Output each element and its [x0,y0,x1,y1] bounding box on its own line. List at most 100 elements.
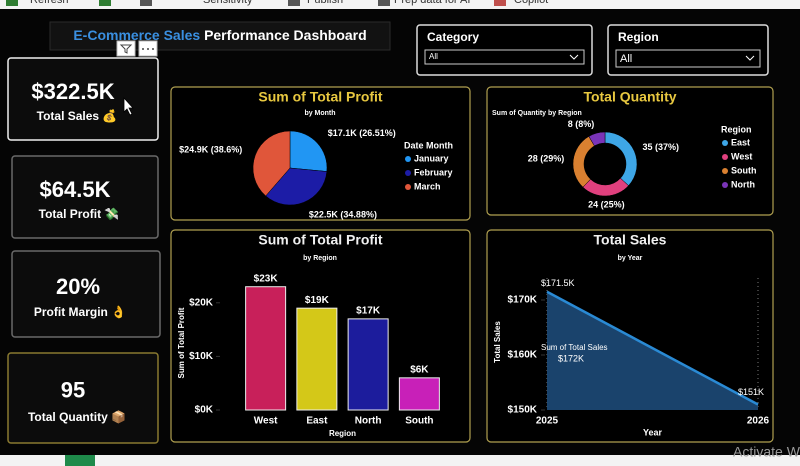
y-tick-label: $10K [189,351,214,362]
y-tick-label: $160K [508,350,538,361]
slice-label: $17.1K (26.51%) [328,128,396,138]
x-tick-label: South [405,416,433,427]
kpi-card [7,352,159,444]
legend-label: West [731,151,752,161]
kpi-value: 20% [56,274,100,299]
kpi-value: 95 [61,378,85,403]
slice-label: 28 (29%) [528,154,565,164]
more-dot [152,48,154,50]
toolbar-icon [378,0,390,6]
toolbar-item: Copilot [514,0,548,6]
legend-swatch [722,168,728,174]
value-label: $17K [356,306,381,317]
kpi-label: Total Profit 💸 [39,207,120,221]
slice-label: $24.9K (38.6%) [179,145,242,155]
x-tick-label: West [254,416,278,427]
sheet-tab [65,455,95,466]
kpi-label: Total Quantity 📦 [28,410,126,424]
bar [398,377,440,411]
taskbar [0,455,800,466]
kpi-card [7,57,159,141]
title-rest: Performance Dashboard [204,27,367,43]
value-label: $19K [305,295,330,306]
slice-label: 24 (25%) [588,199,625,209]
legend-label: North [731,179,755,189]
cursor [123,96,134,116]
slice-label: 35 (37%) [643,142,680,152]
slice-label: $22.5K (34.88%) [309,210,377,220]
value-label: $6K [410,364,429,375]
filter-label: Category [427,30,479,44]
legend-swatch [722,182,728,188]
chart-title: Sum of Total Profit [258,232,383,248]
dropdown-arrow [569,54,579,60]
chart-subtitle: by Year [618,255,643,262]
x-tick-label: North [355,416,382,427]
filter-dropdown[interactable] [424,49,585,65]
toolbar-icon [494,0,506,6]
bar [347,318,389,411]
slice-label: 8 (8%) [568,119,595,129]
title-box [49,21,391,51]
dropdown-arrow [745,55,755,61]
value-label: $23K [254,273,279,284]
chart-subtitle: by Region [303,255,337,262]
chart-title: Sum of Total Profit [258,89,383,105]
value-label: $171.5K [541,278,575,288]
toolbar-icon [99,0,111,6]
chart-subtitle: Sum of Quantity by Region [492,110,582,117]
kpi-label: Total Sales 💰 [37,109,118,123]
slice [265,167,328,206]
legend-label: February [414,167,453,177]
legend-swatch [722,154,728,160]
legend-title: Region [721,124,752,134]
legend-swatch [722,140,728,146]
y-axis-label: Sum of Total Profit [177,307,186,378]
toolbar [0,0,800,9]
bar [296,307,338,411]
bar [245,286,287,411]
toolbar-icon [288,0,300,6]
legend-swatch [405,184,411,190]
kpi-label: Profit Margin 👌 [34,305,126,319]
slice [588,131,606,147]
legend-label: January [414,153,449,163]
toolbar-item: Sensitivity [203,0,253,6]
legend-label: East [731,137,750,147]
legend-swatch [405,156,411,162]
more-dot [147,48,149,50]
y-tick-label: $170K [508,295,538,306]
toolbar-item: Refresh [30,0,69,6]
dashboard-title: E-Commerce Sales Performance Dashboard [73,27,366,43]
legend-swatch [405,170,411,176]
kpi-card [11,250,161,338]
x-tick-label: 2026 [747,416,770,427]
x-tick-label: 2025 [536,416,559,427]
annotation: Sum of Total Sales [541,343,608,352]
y-tick-label: $20K [189,297,214,308]
area-line [546,290,759,406]
legend-title: Date Month [404,140,453,150]
x-tick-label: East [306,416,328,427]
filter-value: All [429,52,438,61]
y-tick-label: $0K [195,405,214,416]
chart-title: Total Sales [594,232,667,248]
kpi-card [11,155,159,239]
x-axis-label: Year [643,427,663,437]
toolbar-icon [140,0,152,6]
more-dot [142,48,144,50]
filter-glyph [119,44,133,54]
kpi-value: $64.5K [40,177,111,202]
value-label: $151K [738,387,764,397]
chart-title: Total Quantity [583,89,676,105]
filter-value: All [620,53,632,65]
slice [252,130,291,197]
annotation: $172K [558,353,584,363]
filter-label: Region [618,30,659,44]
y-tick-label: $150K [508,405,538,416]
filter-icon [116,40,136,57]
filter-dropdown[interactable] [615,49,761,68]
toolbar-item: Publish [307,0,343,6]
x-axis-label: Region [329,429,356,438]
